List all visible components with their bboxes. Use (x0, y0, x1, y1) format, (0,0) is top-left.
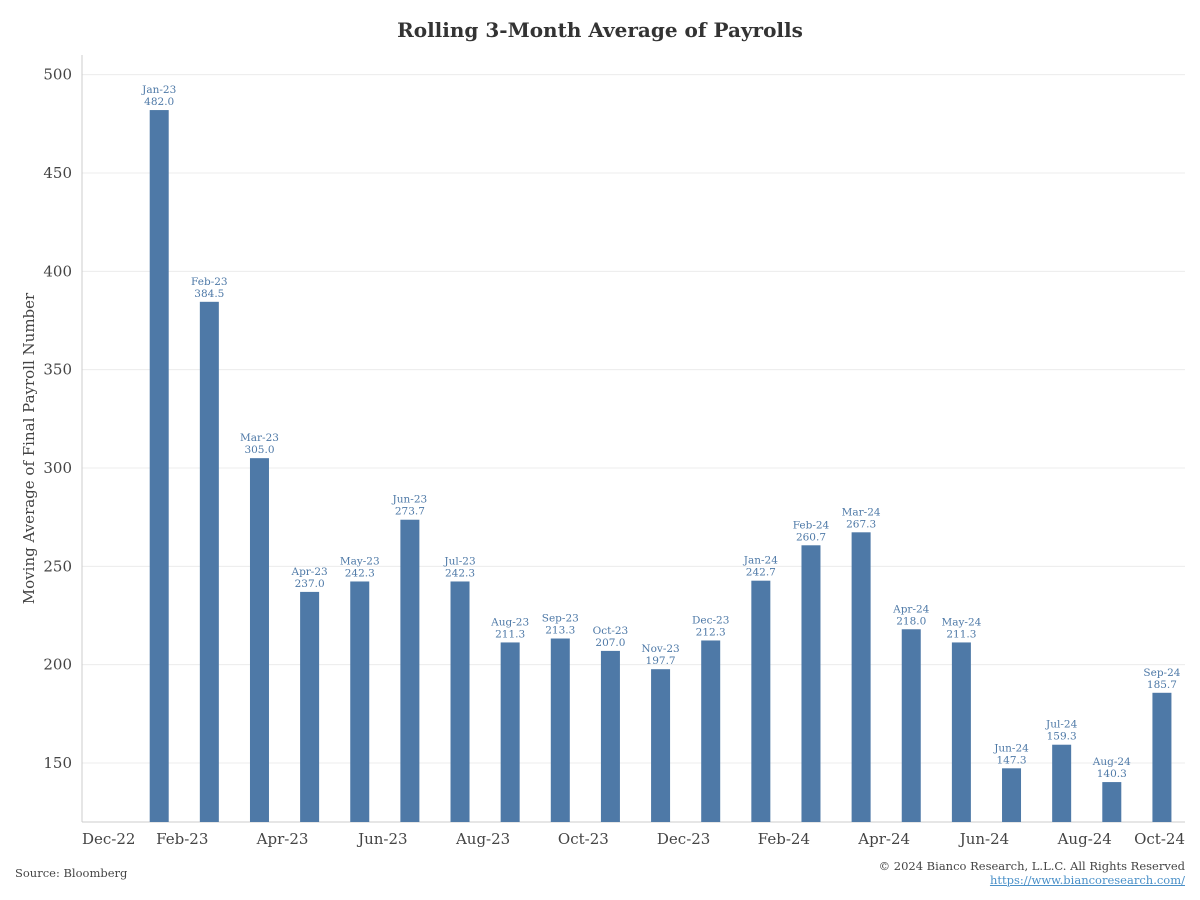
bar-value-label: 237.0 (295, 578, 325, 590)
bar-feb-24 (801, 545, 821, 822)
bar-aug-24 (1102, 782, 1122, 822)
bar-chart: Rolling 3-Month Average of Payrolls Movi… (20, 18, 1185, 848)
bar-month-label: Sep-23 (542, 613, 579, 625)
bar-month-label: May-23 (340, 555, 380, 567)
y-tick-label: 250 (43, 557, 72, 575)
bar-jun-23 (400, 519, 420, 822)
bar-value-label: 218.0 (896, 615, 926, 627)
y-tick-label: 400 (43, 262, 72, 280)
bar-value-label: 273.7 (395, 506, 425, 518)
bar-value-label: 197.7 (646, 655, 676, 667)
bar-month-label: Sep-24 (1143, 667, 1180, 679)
bar-value-label: 159.3 (1047, 731, 1077, 743)
y-tick-label: 450 (43, 164, 72, 182)
bar-month-label: Jan-23 (141, 84, 176, 96)
bar-sep-23 (550, 638, 570, 822)
y-tick-label: 150 (43, 754, 72, 772)
x-tick-label: Dec-22 (82, 830, 135, 848)
bar-value-label: 211.3 (495, 628, 525, 640)
bar-month-label: Nov-23 (641, 643, 679, 655)
chart-title: Rolling 3-Month Average of Payrolls (397, 18, 803, 42)
x-tick-label: Jun-24 (958, 830, 1010, 848)
bar-month-label: Jul-23 (443, 555, 475, 567)
bar-nov-23 (651, 669, 671, 822)
y-axis-label: Moving Average of Final Payroll Number (20, 292, 38, 604)
x-tick-label: Oct-24 (1134, 830, 1185, 848)
bar-month-label: Mar-23 (240, 432, 279, 444)
bar-may-23 (350, 581, 370, 822)
bar-value-label: 213.3 (545, 625, 575, 637)
bar-jan-23 (149, 110, 169, 823)
bar-month-label: Aug-24 (1092, 756, 1131, 768)
bar-month-label: May-24 (941, 616, 981, 628)
x-tick-label: Feb-24 (758, 830, 810, 848)
bar-month-label: Jun-24 (993, 742, 1029, 754)
bar-mar-23 (249, 458, 269, 822)
bar-month-label: Feb-24 (793, 519, 830, 531)
x-tick-label: Apr-24 (857, 830, 910, 848)
bar-jan-24 (751, 580, 771, 822)
bar-jul-23 (450, 581, 470, 822)
bar-month-label: Jul-24 (1045, 719, 1078, 731)
bar-dec-23 (701, 640, 721, 822)
bar-value-label: 260.7 (796, 531, 826, 543)
bar-value-label: 140.3 (1097, 768, 1127, 780)
bar-jun-24 (1002, 768, 1022, 822)
y-tick-label: 350 (43, 361, 72, 379)
copyright-text: © 2024 Bianco Research, L.L.C. All Right… (878, 859, 1185, 873)
y-axis-ticks: 150 200 250 300 350 400 450 500 (43, 66, 72, 772)
bar-value-label: 482.0 (144, 96, 174, 108)
bar-feb-23 (199, 301, 219, 823)
bar-month-label: Dec-23 (692, 614, 729, 626)
bar-value-label: 242.7 (746, 567, 776, 579)
bar-value-label: 207.0 (595, 637, 625, 649)
website-link[interactable]: https://www.biancoresearch.com/ (989, 873, 1185, 887)
bar-value-label: 147.3 (996, 754, 1026, 766)
x-tick-label: Aug-24 (1057, 830, 1112, 848)
bar-value-label: 185.7 (1147, 679, 1177, 691)
bar-value-label: 242.3 (445, 567, 475, 579)
x-axis-ticks: Dec-22 Feb-23 Apr-23 Jun-23 Aug-23 Oct-23 Dec-… (82, 830, 1185, 848)
bars (149, 110, 1172, 823)
bar-month-label: Apr-24 (892, 603, 930, 615)
bar-value-label: 212.3 (696, 626, 726, 638)
x-tick-label: Feb-23 (156, 830, 208, 848)
x-tick-label: Dec-23 (657, 830, 710, 848)
bar-month-label: Feb-23 (191, 276, 228, 288)
bar-value-label: 242.3 (345, 567, 375, 579)
bar-oct-23 (600, 650, 620, 822)
bar-may-24 (951, 642, 971, 822)
bar-month-label: Aug-23 (490, 616, 529, 628)
y-tick-label: 300 (43, 459, 72, 477)
bar-jul-24 (1052, 744, 1072, 822)
x-tick-label: Apr-23 (256, 830, 309, 848)
bar-mar-24 (851, 532, 871, 822)
bar-sep-24 (1152, 692, 1172, 822)
x-tick-label: Jun-23 (356, 830, 408, 848)
y-tick-label: 200 (43, 656, 72, 674)
bar-month-label: Jan-24 (743, 555, 778, 567)
bar-value-label: 211.3 (946, 628, 976, 640)
bar-value-label: 267.3 (846, 518, 876, 530)
source-note: Source: Bloomberg (15, 866, 128, 880)
bar-month-label: Apr-23 (290, 566, 327, 578)
bar-aug-23 (500, 642, 520, 822)
bar-month-label: Mar-24 (842, 506, 881, 518)
bar-month-label: Jun-23 (392, 494, 428, 506)
bar-value-label: 384.5 (194, 288, 224, 300)
bar-apr-24 (901, 629, 921, 822)
x-tick-label: Aug-23 (455, 830, 510, 848)
bar-apr-23 (300, 591, 320, 822)
x-tick-label: Oct-23 (558, 830, 609, 848)
copyright-block: © 2024 Bianco Research, L.L.C. All Right… (879, 859, 1185, 887)
data-labels: Jan-23482.0Feb-23384.5Mar-23305.0Apr-232… (141, 84, 1181, 780)
y-tick-label: 500 (43, 66, 72, 84)
bar-value-label: 305.0 (244, 444, 274, 456)
bar-month-label: Oct-23 (593, 625, 629, 637)
